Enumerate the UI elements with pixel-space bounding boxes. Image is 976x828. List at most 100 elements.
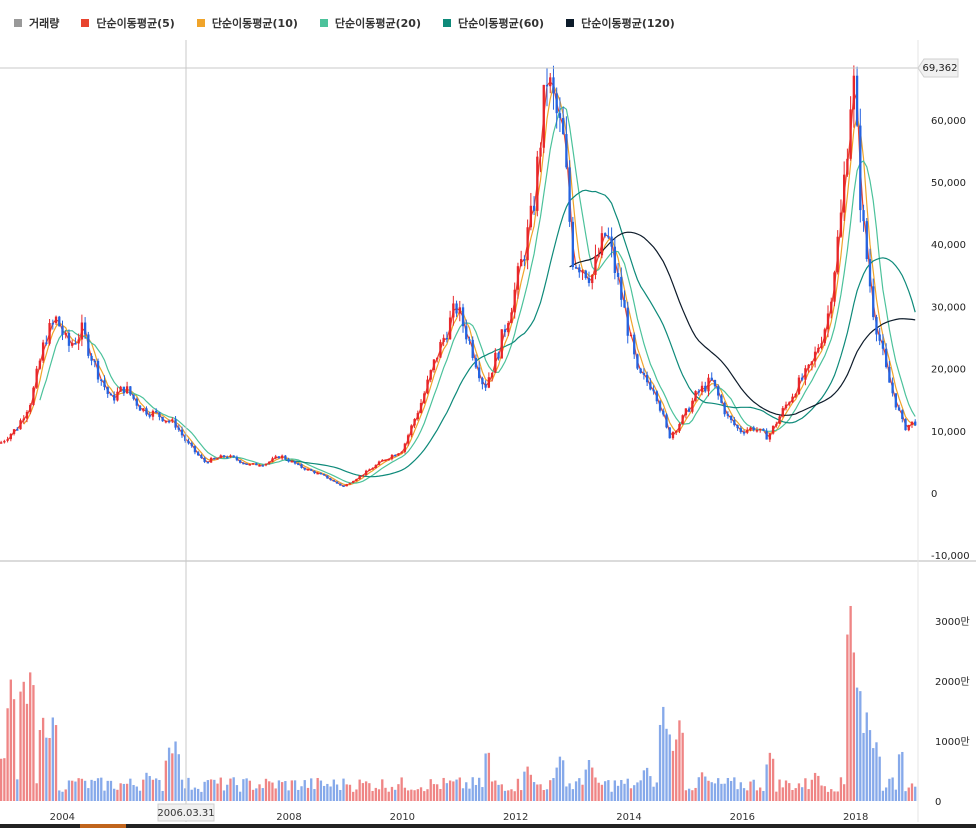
volume-bar bbox=[742, 788, 746, 801]
candle-body bbox=[529, 205, 533, 228]
volume-bar bbox=[16, 779, 19, 801]
legend-swatch bbox=[319, 19, 328, 27]
volume-bar bbox=[503, 790, 507, 801]
candle-body bbox=[138, 405, 142, 411]
volume-bar bbox=[494, 780, 497, 801]
candle-body bbox=[377, 461, 381, 465]
volume-bar bbox=[788, 783, 791, 801]
volume-bar bbox=[410, 789, 413, 801]
candle-body bbox=[406, 435, 410, 444]
bottom-scrollbar-thumb[interactable] bbox=[80, 824, 126, 828]
candle-body bbox=[520, 259, 523, 267]
candle-body bbox=[878, 334, 881, 341]
candle-body bbox=[329, 478, 332, 481]
candle-body bbox=[771, 425, 775, 434]
candle-body bbox=[381, 460, 384, 462]
legend-item-ma10[interactable]: 단순이동평균(10) bbox=[196, 15, 298, 31]
candle-body bbox=[603, 233, 607, 236]
candle-body bbox=[810, 361, 814, 365]
volume-bar bbox=[135, 786, 138, 801]
volume-bar bbox=[19, 691, 22, 801]
legend-item-ma5[interactable]: 단순이동평균(5) bbox=[81, 15, 175, 31]
candle-body bbox=[77, 339, 80, 344]
candle-body bbox=[32, 387, 35, 406]
legend-item-ma20[interactable]: 단순이동평균(20) bbox=[319, 15, 421, 31]
volume-bar bbox=[242, 779, 245, 801]
candle-body bbox=[607, 235, 610, 238]
volume-bar bbox=[894, 789, 898, 801]
volume-bar bbox=[87, 788, 90, 801]
candle-body bbox=[197, 452, 200, 456]
candle-body bbox=[516, 266, 520, 290]
candle-body bbox=[51, 323, 54, 325]
crosshair-x-label-box bbox=[157, 803, 215, 822]
x-tick-label: 2016 bbox=[730, 812, 755, 823]
volume-bar bbox=[826, 791, 830, 801]
candle-body bbox=[584, 270, 587, 278]
candle-body bbox=[287, 459, 290, 462]
candle-body bbox=[339, 483, 342, 486]
volume-bar bbox=[100, 777, 103, 801]
volume-bar bbox=[80, 778, 84, 801]
candle-body bbox=[293, 461, 297, 464]
volume-bar bbox=[74, 781, 77, 801]
volume-bar bbox=[455, 779, 458, 801]
volume-bar bbox=[184, 788, 187, 801]
candle-body bbox=[313, 470, 316, 474]
bottom-scrollbar[interactable] bbox=[0, 824, 976, 828]
volume-bar bbox=[820, 785, 823, 801]
candle-body bbox=[364, 470, 368, 475]
candle-body bbox=[3, 440, 6, 443]
legend-swatch bbox=[81, 19, 90, 27]
candle-body bbox=[904, 419, 907, 431]
volume-bar bbox=[878, 756, 881, 801]
volume-bar bbox=[145, 772, 148, 801]
volume-bar bbox=[545, 789, 549, 801]
volume-bar bbox=[155, 778, 158, 801]
volume-bar bbox=[600, 784, 604, 801]
candle-body bbox=[348, 482, 352, 485]
volume-bar bbox=[45, 737, 48, 801]
candle-body bbox=[71, 343, 74, 346]
volume-bar bbox=[119, 783, 122, 801]
volume-bar bbox=[129, 778, 132, 801]
legend-label: 거래량 bbox=[29, 17, 60, 30]
candle-body bbox=[436, 357, 439, 360]
crosshair-y-label: 69,362 bbox=[923, 63, 958, 74]
volume-bar bbox=[855, 687, 859, 801]
legend-swatch bbox=[14, 19, 22, 27]
legend-item-ma60[interactable]: 단순이동평균(60) bbox=[443, 15, 544, 31]
candle-body bbox=[849, 109, 852, 159]
volume-bar bbox=[868, 730, 872, 801]
volume-bar bbox=[368, 783, 371, 801]
legend-item-volume[interactable]: 거래량 bbox=[14, 15, 59, 31]
volume-bar bbox=[794, 788, 797, 801]
volume-bar bbox=[261, 788, 264, 801]
candle-body bbox=[268, 461, 271, 464]
volume-bar bbox=[752, 779, 755, 801]
volume-tick-label: 2000만 bbox=[935, 676, 970, 688]
candle-body bbox=[471, 339, 474, 358]
volume-bar bbox=[442, 777, 445, 801]
candle-body bbox=[729, 415, 733, 420]
candle-body bbox=[655, 391, 658, 402]
candle-body bbox=[12, 429, 16, 434]
candle-body bbox=[303, 467, 306, 470]
volume-bar bbox=[478, 777, 481, 801]
candle-body bbox=[652, 389, 655, 392]
legend-item-ma120[interactable]: 단순이동평균(120) bbox=[566, 15, 675, 31]
candle-body bbox=[907, 424, 910, 431]
candle-body bbox=[597, 255, 600, 257]
volume-bar bbox=[729, 780, 733, 801]
x-tick-label: 2018 bbox=[843, 812, 868, 823]
volume-bar bbox=[555, 767, 558, 801]
candle-body bbox=[497, 352, 500, 359]
volume-bar bbox=[384, 787, 387, 801]
candle-body bbox=[384, 459, 387, 462]
candle-body bbox=[258, 465, 261, 467]
volume-bar bbox=[238, 791, 242, 801]
volume-bar bbox=[623, 783, 626, 801]
volume-bar bbox=[403, 787, 407, 801]
volume-bar bbox=[3, 758, 6, 801]
